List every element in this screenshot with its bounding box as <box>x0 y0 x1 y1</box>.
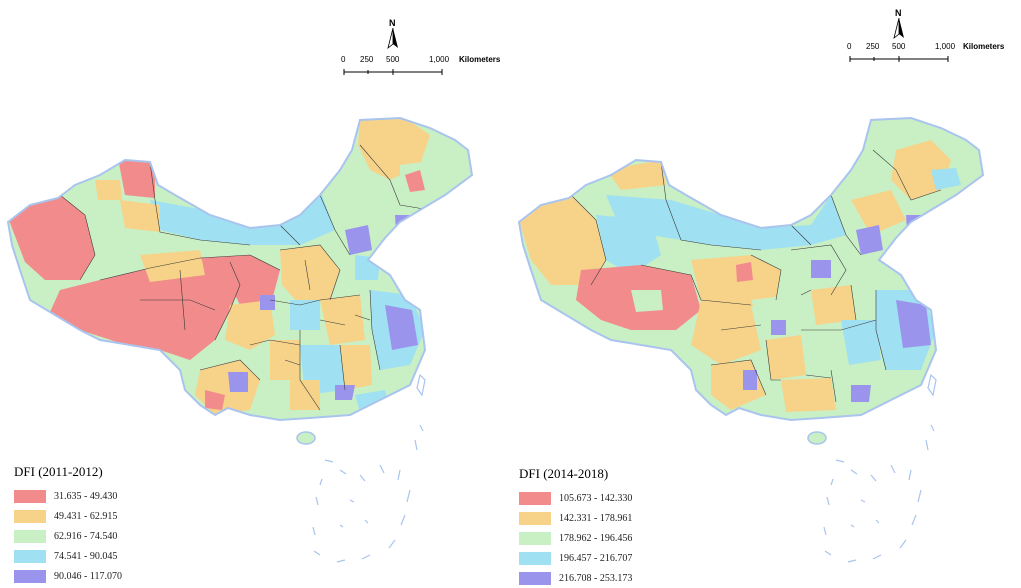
legend-swatch <box>14 549 46 563</box>
scale-bar: 0 250 500 1,000 Kilometers <box>847 42 1021 66</box>
legend-label: 142.331 - 178.961 <box>559 512 633 524</box>
scale-tick-500: 500 <box>386 55 400 64</box>
region-fill-group <box>519 118 983 420</box>
scale-tick-250: 250 <box>360 55 374 64</box>
scale-tick-1000: 1,000 <box>429 55 450 64</box>
legend-swatch <box>14 529 46 543</box>
legend-title: DFI (2011-2012) <box>14 464 103 479</box>
scale-tick-1000: 1,000 <box>935 42 956 51</box>
legend-item: 196.457 - 216.707 <box>519 548 632 568</box>
choropleth-map <box>517 116 985 563</box>
scale-line <box>343 69 443 75</box>
legend-swatch <box>519 511 551 525</box>
taiwan-island <box>927 373 937 397</box>
legend-swatch <box>519 551 551 565</box>
legend-label: 178.962 - 196.456 <box>559 532 633 544</box>
legend-swatch <box>519 531 551 545</box>
legend-title: DFI (2014-2018) <box>519 466 609 481</box>
legend-item: 216.708 - 253.173 <box>519 568 632 588</box>
north-label: N <box>895 8 902 18</box>
north-label: N <box>389 18 396 28</box>
arrow-icon <box>387 28 398 50</box>
legend-label: 74.541 - 90.045 <box>54 550 118 562</box>
legend-label: 216.708 - 253.173 <box>559 572 633 584</box>
scale-unit: Kilometers <box>963 42 1005 51</box>
taiwan-island <box>416 373 426 397</box>
scale-line <box>849 56 949 62</box>
south-sea-islands <box>823 424 935 563</box>
region-border-group <box>59 144 431 411</box>
legend: DFI (2014-2018) 105.673 - 142.330 142.33… <box>519 466 632 588</box>
legend-swatch <box>519 571 551 585</box>
legend-item: 62.916 - 74.540 <box>14 526 122 546</box>
region-fill-group <box>8 118 472 420</box>
legend-label: 196.457 - 216.707 <box>559 552 633 564</box>
region-border-group <box>570 149 942 403</box>
hainan-island <box>807 431 827 445</box>
scale-unit: Kilometers <box>459 55 501 64</box>
legend-swatch <box>14 569 46 583</box>
country-outline <box>6 116 474 422</box>
legend-swatch <box>14 509 46 523</box>
north-arrow-icon: N <box>386 18 400 50</box>
scale-tick-0: 0 <box>341 55 346 64</box>
scale-bar: 0 250 500 1,000 Kilometers <box>341 55 523 79</box>
legend-swatch <box>14 489 46 503</box>
arrow-icon <box>893 18 904 40</box>
legend-item: 31.635 - 49.430 <box>14 486 122 506</box>
legend-item: 49.431 - 62.915 <box>14 506 122 526</box>
legend-item: 74.541 - 90.045 <box>14 546 122 566</box>
map-panel-2011-2012: N 0 250 500 1,000 Kilometers DFI (2011-2… <box>0 0 510 588</box>
legend-item: 178.962 - 196.456 <box>519 528 632 548</box>
choropleth-map <box>6 116 474 563</box>
legend-label: 105.673 - 142.330 <box>559 492 633 504</box>
south-sea-islands <box>312 424 424 563</box>
legend-item: 142.331 - 178.961 <box>519 508 632 528</box>
map-panel-2014-2018: N 0 250 500 1,000 Kilometers DFI (2014-2… <box>511 0 1021 588</box>
scale-tick-500: 500 <box>892 42 906 51</box>
hainan-island <box>296 431 316 445</box>
legend-label: 90.046 - 117.070 <box>54 570 122 582</box>
scale-tick-0: 0 <box>847 42 852 51</box>
legend: DFI (2011-2012) 31.635 - 49.430 49.431 -… <box>14 464 122 586</box>
scale-tick-250: 250 <box>866 42 880 51</box>
legend-item: 105.673 - 142.330 <box>519 488 632 508</box>
legend-swatch <box>519 491 551 505</box>
legend-label: 62.916 - 74.540 <box>54 530 118 542</box>
legend-label: 31.635 - 49.430 <box>54 490 118 502</box>
country-outline <box>517 116 985 422</box>
legend-label: 49.431 - 62.915 <box>54 510 118 522</box>
legend-item: 90.046 - 117.070 <box>14 566 122 586</box>
north-arrow-icon: N <box>892 8 906 40</box>
